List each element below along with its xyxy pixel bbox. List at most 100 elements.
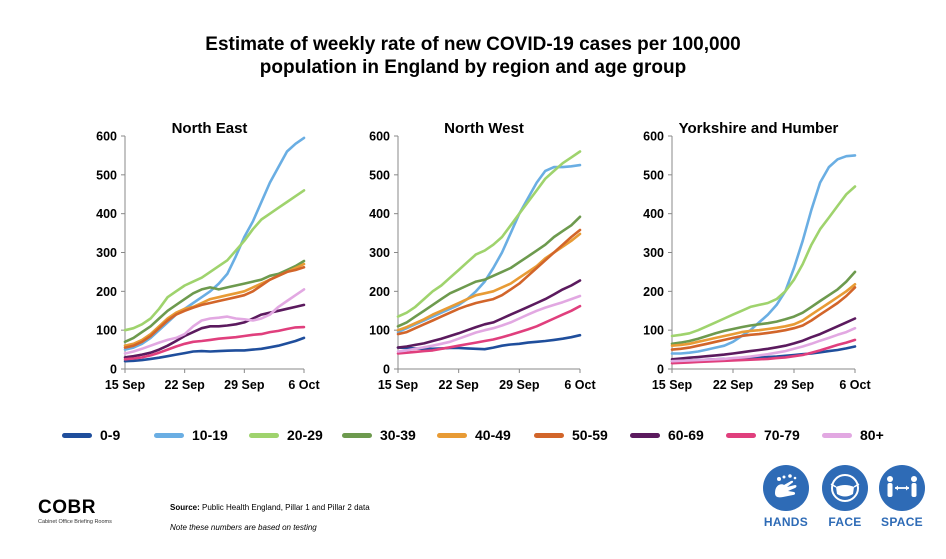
legend-swatch-70-79 [726, 432, 756, 438]
y-tick-label-yorkshire-and-humber-200: 200 [643, 285, 664, 299]
legend-label-10-19: 10-19 [192, 427, 228, 443]
legend-label-40-49: 40-49 [475, 427, 511, 443]
y-tick-label-north-west-600: 600 [369, 130, 390, 144]
legend-swatch-20-29 [249, 432, 279, 438]
source-text: Public Health England, Pillar 1 and Pill… [199, 503, 370, 512]
chart-title-line-2: population in England by region and age … [259, 57, 687, 78]
space-label: SPACE [881, 515, 923, 529]
chart-title: Estimate of weekly rate of new COVID-19 … [0, 33, 946, 79]
face-label: FACE [828, 515, 862, 529]
y-tick-label-north-east-300: 300 [96, 246, 117, 260]
panel-title-yorkshire-and-humber: Yorkshire and Humber [679, 120, 839, 137]
legend-swatch-50-59 [534, 432, 564, 438]
series-line-north-east-70-79 [123, 325, 306, 361]
cobr-logo-mark: COBR [38, 497, 96, 518]
panel-north-west: North West 0 100 200 300 400 500 600 15 Sep 22 Se… [369, 120, 596, 392]
legend-item-10-19: 10-19 [154, 425, 228, 445]
x-tick-label-yorkshire-and-humber-15-sep: 15 Sep [652, 378, 693, 392]
distance-icon [879, 465, 925, 511]
series-line-north-west-0-9 [396, 333, 582, 351]
series-line-north-west-30-39 [396, 215, 582, 328]
y-tick-label-north-east-0: 0 [110, 363, 117, 377]
legend-item-0-9: 0-9 [62, 425, 120, 445]
series-line-north-east-20-29 [123, 189, 306, 332]
y-tick-label-north-east-100: 100 [96, 324, 117, 338]
series-line-north-west-10-19 [396, 163, 582, 334]
legend-label-30-39: 30-39 [380, 427, 416, 443]
series-line-north-east-0-9 [123, 336, 306, 363]
legend-label-70-79: 70-79 [764, 427, 800, 443]
legend-label-60-69: 60-69 [668, 427, 704, 443]
series-line-yorkshire-and-humber-80 [670, 326, 857, 363]
legend-item-80: 80+ [822, 425, 884, 445]
x-tick-label-yorkshire-and-humber-22-sep: 22 Sep [713, 378, 754, 392]
y-tick-label-north-west-200: 200 [369, 285, 390, 299]
x-tick-label-north-east-22-sep: 22 Sep [165, 378, 206, 392]
panel-north-east: North East 0 100 200 300 400 500 600 15 Sep 22 Se… [96, 120, 320, 392]
y-tick-label-north-east-400: 400 [96, 207, 117, 221]
legend-item-70-79: 70-79 [726, 425, 800, 445]
series-line-yorkshire-and-humber-70-79 [670, 338, 857, 365]
y-tick-label-north-east-600: 600 [96, 130, 117, 144]
x-tick-label-north-west-15-sep: 15 Sep [378, 378, 419, 392]
panel-title-north-west: North West [444, 120, 524, 137]
x-tick-label-north-west-29-sep: 29 Sep [499, 378, 540, 392]
legend-swatch-0-9 [62, 432, 92, 438]
series-line-yorkshire-and-humber-20-29 [670, 185, 857, 338]
hands-badge: HANDS [762, 465, 810, 529]
cobr-logo-subtitle: Cabinet Office Briefing Rooms [38, 519, 112, 525]
x-tick-label-north-west-22-sep: 22 Sep [439, 378, 480, 392]
y-tick-label-yorkshire-and-humber-600: 600 [643, 130, 664, 144]
y-tick-label-north-west-300: 300 [369, 246, 390, 260]
space-badge: SPACE [878, 465, 926, 529]
legend-swatch-40-49 [437, 432, 467, 438]
hands-icon [763, 465, 809, 511]
legend-item-50-59: 50-59 [534, 425, 608, 445]
series-line-north-west-80 [396, 294, 582, 353]
y-tick-label-north-west-500: 500 [369, 168, 390, 182]
series-line-north-west-60-69 [396, 279, 582, 349]
x-tick-label-yorkshire-and-humber-6-oct: 6 Oct [839, 378, 871, 392]
series-line-north-east-50-59 [123, 265, 306, 349]
panel-yorkshire-and-humber: Yorkshire and Humber 0 100 200 300 400 500 600 1… [643, 120, 871, 392]
y-tick-label-yorkshire-and-humber-500: 500 [643, 168, 664, 182]
x-tick-label-north-east-6-oct: 6 Oct [288, 378, 320, 392]
source-label: Source: [170, 503, 200, 512]
series-line-yorkshire-and-humber-50-59 [670, 286, 857, 351]
series-line-north-west-70-79 [396, 304, 582, 355]
y-tick-label-yorkshire-and-humber-400: 400 [643, 207, 664, 221]
legend-item-30-39: 30-39 [342, 425, 416, 445]
x-tick-label-north-west-6-oct: 6 Oct [564, 378, 596, 392]
legend-label-20-29: 20-29 [287, 427, 323, 443]
x-tick-label-yorkshire-and-humber-29-sep: 29 Sep [774, 378, 815, 392]
testing-note: Note these numbers are based on testing [170, 523, 317, 532]
x-tick-label-north-east-15-sep: 15 Sep [105, 378, 146, 392]
chart-title-line-1: Estimate of weekly rate of new COVID-19 … [205, 34, 741, 55]
legend-swatch-10-19 [154, 432, 184, 438]
series-line-yorkshire-and-humber-40-49 [670, 282, 857, 348]
hands-label: HANDS [763, 515, 809, 529]
series-line-north-east-30-39 [123, 259, 306, 344]
y-tick-label-north-west-0: 0 [383, 363, 390, 377]
source-note: Source: Public Health England, Pillar 1 … [170, 503, 370, 512]
x-tick-label-north-east-29-sep: 29 Sep [224, 378, 265, 392]
series-line-north-west-50-59 [396, 228, 582, 336]
y-tick-label-north-west-100: 100 [369, 324, 390, 338]
legend-swatch-80 [822, 432, 852, 438]
series-line-north-east-80 [123, 288, 306, 355]
legend-item-20-29: 20-29 [249, 425, 323, 445]
series-line-north-west-20-29 [396, 150, 582, 318]
series-line-yorkshire-and-humber-10-19 [670, 154, 857, 355]
panel-title-north-east: North East [172, 120, 248, 137]
y-tick-label-north-east-200: 200 [96, 285, 117, 299]
legend-swatch-60-69 [630, 432, 660, 438]
legend-label-50-59: 50-59 [572, 427, 608, 443]
legend-label-0-9: 0-9 [100, 427, 121, 443]
cobr-logo: COBR Cabinet Office Briefing Rooms [38, 497, 112, 525]
y-tick-label-north-west-400: 400 [369, 207, 390, 221]
series-line-yorkshire-and-humber-60-69 [670, 317, 857, 361]
y-tick-label-north-east-500: 500 [96, 168, 117, 182]
legend-item-60-69: 60-69 [630, 425, 704, 445]
y-tick-label-yorkshire-and-humber-0: 0 [657, 363, 664, 377]
series-line-yorkshire-and-humber-30-39 [670, 270, 857, 346]
